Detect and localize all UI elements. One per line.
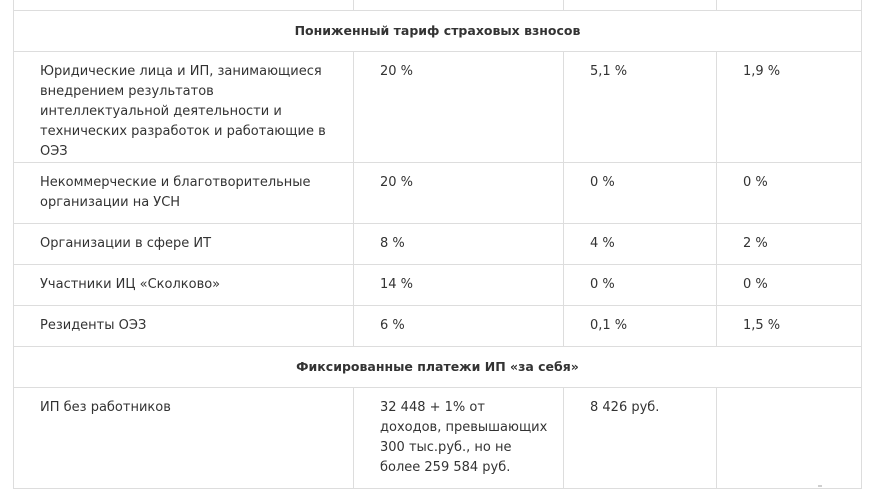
rate-cell: 0 % [563, 264, 717, 306]
rate-cell: 8 % [353, 223, 564, 265]
rate-cell: 6 % [353, 305, 564, 347]
category-cell: Резиденты ОЭЗ [13, 305, 354, 347]
rate-cell: 20 % [353, 51, 564, 163]
section-header-row: Пониженный тариф страховых взносов [13, 10, 862, 52]
category-cell: Участники ИЦ «Сколково» [13, 264, 354, 306]
section-title-fixed-payments: Фиксированные платежи ИП «за себя» [13, 346, 862, 388]
rate-cell: 1,9 % [716, 51, 862, 163]
table-row: Некоммерческие и благотворительные орган… [13, 162, 862, 224]
contributions-table: Пониженный тариф страховых взносов Юриди… [13, 0, 862, 489]
rate-cell: 0 % [563, 162, 717, 224]
table-row: Участники ИЦ «Сколково» 14 % 0 % 0 % [13, 264, 862, 306]
rate-cell: 20 % [353, 162, 564, 224]
table-row: ИП без работников 32 448 + 1% от доходов… [13, 387, 862, 489]
rate-cell: 1,5 % [716, 305, 862, 347]
category-cell: Некоммерческие и благотворительные орган… [13, 162, 354, 224]
rate-cell: 5,1 % [563, 51, 717, 163]
rate-cell: 0 % [716, 162, 862, 224]
section-title-reduced-rate: Пониженный тариф страховых взносов [13, 10, 862, 52]
rate-cell: 4 % [563, 223, 717, 265]
category-cell: Юридические лица и ИП, занимающиеся внед… [13, 51, 354, 163]
divider-fragment [818, 485, 822, 487]
table-row: Юридические лица и ИП, занимающиеся внед… [13, 51, 862, 163]
rate-cell: 0,1 % [563, 305, 717, 347]
rate-cell: 32 448 + 1% от доходов, превышающих 300 … [353, 387, 564, 489]
table-row: Организации в сфере ИТ 8 % 4 % 2 % [13, 223, 862, 265]
category-cell: Организации в сфере ИТ [13, 223, 354, 265]
rate-cell: 14 % [353, 264, 564, 306]
rate-cell: 0 % [716, 264, 862, 306]
category-cell: ИП без работников [13, 387, 354, 489]
table-row: Резиденты ОЭЗ 6 % 0,1 % 1,5 % [13, 305, 862, 347]
section-header-row: Фиксированные платежи ИП «за себя» [13, 346, 862, 388]
rate-cell [716, 387, 862, 489]
table-row-cutoff [13, 0, 862, 11]
rate-cell: 8 426 руб. [563, 387, 717, 489]
rate-cell: 2 % [716, 223, 862, 265]
